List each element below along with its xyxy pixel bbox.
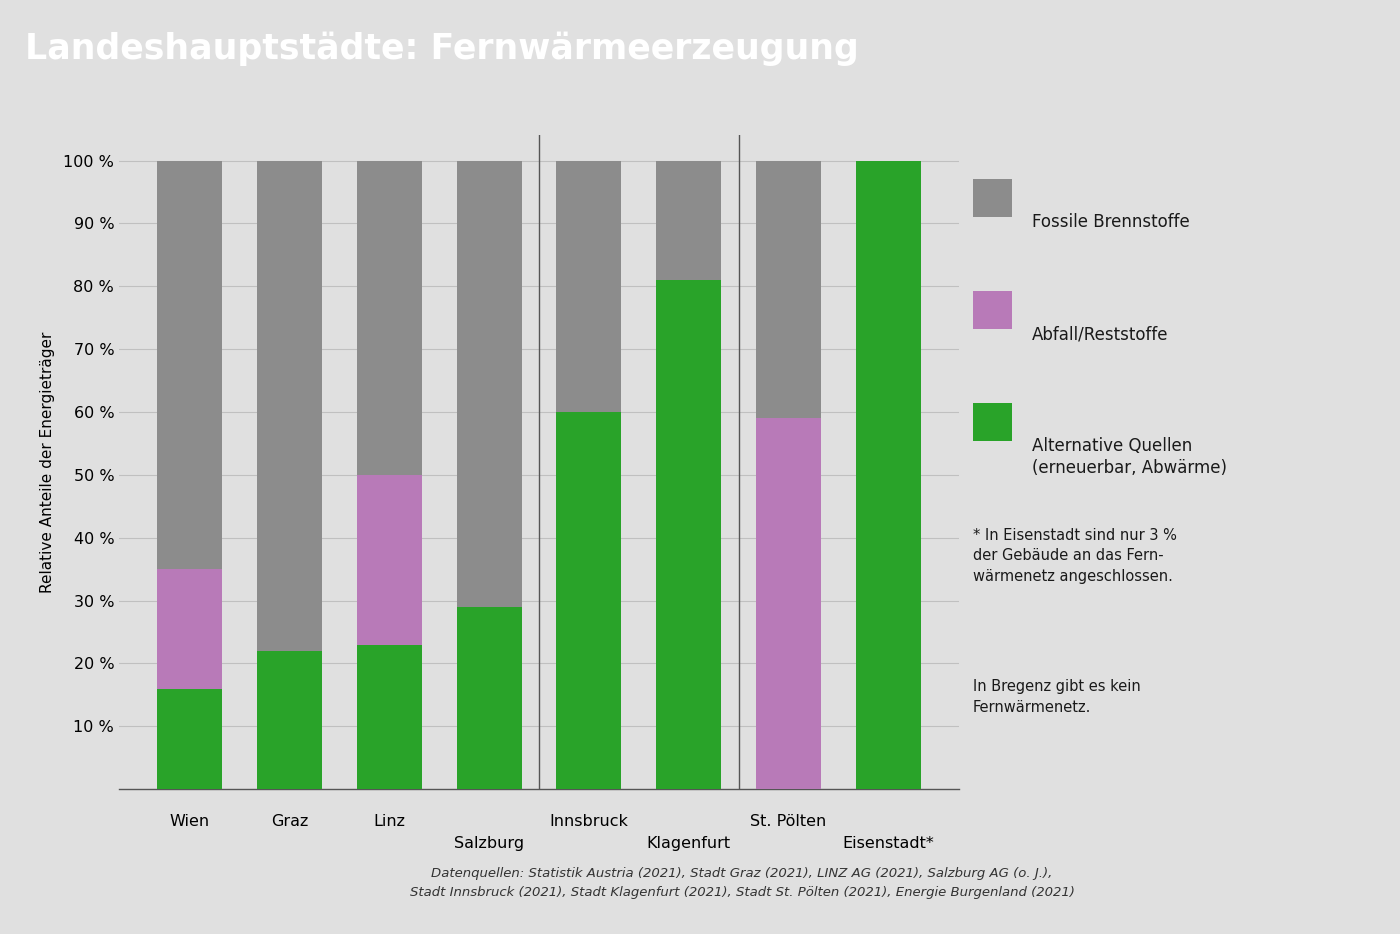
Bar — [357, 644, 421, 789]
Bar — [157, 569, 223, 688]
Text: * In Eisenstadt sind nur 3 %
der Gebäude an das Fern-
wärmenetz angeschlossen.: * In Eisenstadt sind nur 3 % der Gebäude… — [973, 528, 1177, 584]
Text: Fossile Brennstoffe: Fossile Brennstoffe — [1032, 213, 1190, 231]
Text: Linz: Linz — [374, 814, 405, 829]
Bar — [973, 403, 1012, 441]
Bar — [756, 161, 820, 418]
Text: Eisenstadt*: Eisenstadt* — [843, 837, 934, 852]
Bar — [357, 474, 421, 644]
Bar — [357, 161, 421, 474]
Text: Klagenfurt: Klagenfurt — [647, 837, 731, 852]
Bar — [456, 607, 522, 789]
Bar — [556, 161, 622, 412]
Text: Landeshauptstädte: Fernwärmeerzeugung: Landeshauptstädte: Fernwärmeerzeugung — [25, 32, 860, 66]
Bar — [657, 161, 721, 280]
Bar — [556, 412, 622, 789]
Bar — [657, 280, 721, 789]
Bar — [855, 161, 921, 789]
Text: Datenquellen: Statistik Austria (2021), Stadt Graz (2021), LINZ AG (2021), Salzb: Datenquellen: Statistik Austria (2021), … — [410, 867, 1074, 899]
Text: Alternative Quellen
(erneuerbar, Abwärme): Alternative Quellen (erneuerbar, Abwärme… — [1032, 437, 1226, 477]
Bar — [258, 161, 322, 651]
Y-axis label: Relative Anteile der Energieträger: Relative Anteile der Energieträger — [41, 332, 55, 593]
Bar — [157, 688, 223, 789]
Text: In Bregenz gibt es kein
Fernwärmenetz.: In Bregenz gibt es kein Fernwärmenetz. — [973, 679, 1141, 715]
Bar — [157, 161, 223, 569]
Text: Wien: Wien — [169, 814, 210, 829]
Bar — [973, 291, 1012, 329]
Text: Abfall/Reststoffe: Abfall/Reststoffe — [1032, 325, 1168, 343]
Text: Graz: Graz — [270, 814, 308, 829]
Bar — [973, 179, 1012, 217]
Text: St. Pölten: St. Pölten — [750, 814, 826, 829]
Text: Innsbruck: Innsbruck — [549, 814, 629, 829]
Bar — [456, 161, 522, 607]
Bar — [258, 651, 322, 789]
Bar — [756, 418, 820, 789]
Text: Salzburg: Salzburg — [454, 837, 524, 852]
